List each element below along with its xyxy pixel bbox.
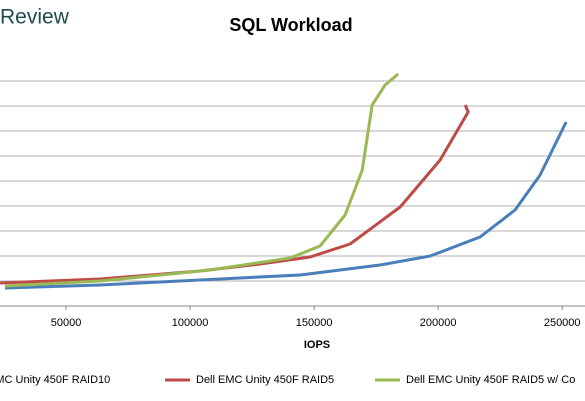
x-tick-label: 200000 bbox=[420, 317, 457, 329]
x-tick-label: 150000 bbox=[296, 317, 333, 329]
x-tick-label: 250000 bbox=[544, 317, 581, 329]
legend-label: Dell EMC Unity 450F RAID10 bbox=[0, 374, 110, 386]
data-line bbox=[4, 72, 400, 288]
x-axis-label: IOPS bbox=[304, 339, 330, 351]
chart-title: SQL Workload bbox=[229, 15, 352, 35]
x-tick-label: 50000 bbox=[51, 317, 82, 329]
x-tick-label: 100000 bbox=[172, 317, 209, 329]
brand-logo: Review bbox=[0, 6, 70, 29]
data-line bbox=[4, 121, 568, 290]
legend-label: Dell EMC Unity 450F RAID5 bbox=[196, 374, 334, 386]
legend-label: Dell EMC Unity 450F RAID5 w/ Co bbox=[406, 374, 575, 386]
